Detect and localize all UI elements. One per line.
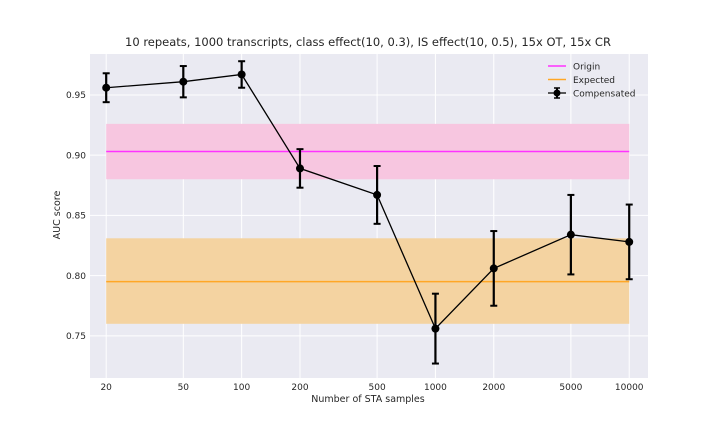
y-tick-label: 0.95 [66, 91, 86, 101]
y-axis-label: AUC score [52, 191, 63, 240]
legend-label-expected: Expected [573, 76, 615, 86]
y-tick-label: 0.85 [66, 212, 86, 222]
y-tick-label: 0.75 [66, 332, 86, 342]
x-tick-label: 5000 [559, 383, 582, 393]
x-tick-label: 1000 [424, 383, 447, 393]
legend-label-origin: Origin [573, 62, 600, 72]
y-axis-ticks: 0.75 0.80 0.85 0.90 0.95 [66, 91, 86, 342]
x-tick-label: 2000 [482, 383, 505, 393]
data-point [489, 264, 498, 273]
x-tick-label: 200 [291, 383, 308, 393]
legend-marker [553, 89, 561, 97]
legend-label-series: Compensated [573, 89, 636, 99]
data-point [237, 70, 246, 79]
x-tick-label: 10000 [615, 383, 644, 393]
x-tick-label: 20 [100, 383, 112, 393]
y-tick-label: 0.80 [66, 272, 86, 282]
data-point [431, 324, 440, 333]
data-point [295, 164, 304, 173]
data-point [373, 190, 382, 199]
x-tick-label: 500 [369, 383, 386, 393]
x-tick-label: 50 [178, 383, 190, 393]
data-point [566, 230, 575, 239]
legend: Origin Expected Compensated [548, 62, 636, 99]
data-point [102, 83, 111, 92]
data-point [179, 77, 188, 86]
x-axis-label: Number of STA samples [311, 394, 425, 405]
chart-title: 10 repeats, 1000 transcripts, class effe… [125, 35, 611, 49]
data-series [102, 60, 634, 365]
x-tick-label: 100 [233, 383, 250, 393]
data-point [625, 237, 634, 246]
y-tick-label: 0.90 [66, 151, 86, 161]
reference-bands [106, 123, 630, 324]
plot-area [90, 54, 648, 378]
x-axis-ticks: 20 50 100 200 500 1000 2000 5000 10000 [100, 383, 643, 393]
